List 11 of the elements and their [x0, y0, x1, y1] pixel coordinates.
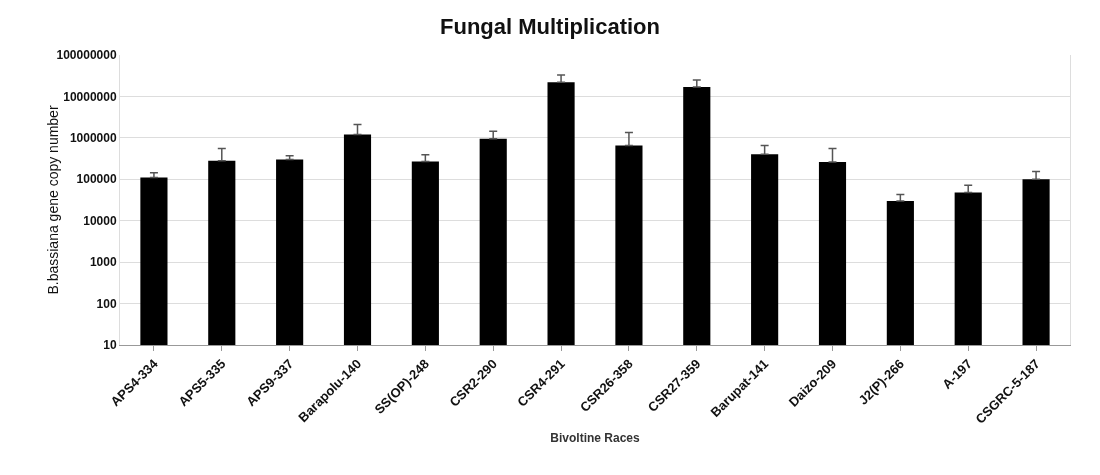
y-tick-label: 1000 [89, 255, 117, 270]
chart-title: Fungal Multiplication [440, 14, 660, 40]
y-tick-label: 10000000 [63, 89, 117, 104]
y-tick-label: 1000000 [69, 131, 117, 146]
y-tick-label: 100 [96, 296, 117, 311]
y-tick-label: 100000 [76, 172, 117, 187]
y-tick-label: 10000 [83, 213, 117, 228]
x-axis-title: Bivoltine Races [550, 431, 641, 446]
y-tick-label: 100000000 [56, 48, 117, 63]
y-axis-title: B.bassiana gene copy number [45, 105, 62, 295]
y-tick-label: 10 [103, 338, 117, 353]
